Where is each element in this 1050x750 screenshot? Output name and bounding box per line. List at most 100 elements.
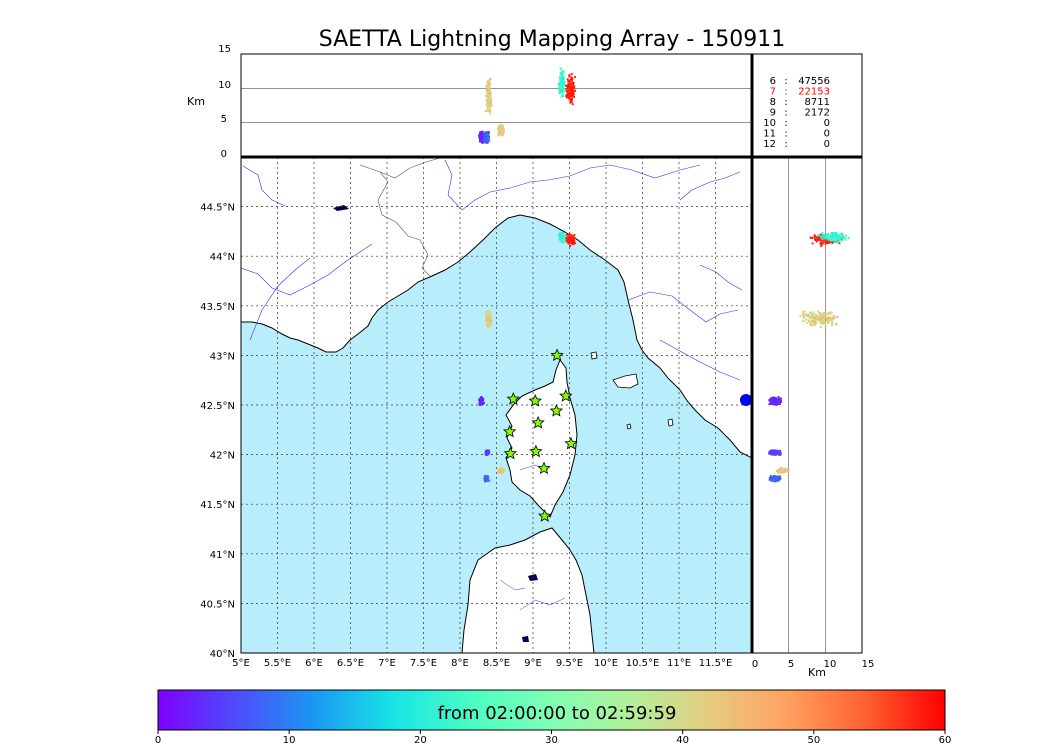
lon-tick-label: 9°E [524, 658, 542, 669]
altitude-source-point [568, 75, 571, 78]
altitude-source-point [567, 95, 570, 98]
river-durance [241, 243, 373, 296]
lon-tick-label: 11°E [667, 658, 691, 669]
map-source-point [486, 313, 489, 316]
sardinia-river-2 [499, 579, 526, 591]
altitude-source-point [498, 127, 501, 130]
side-source-point [779, 468, 782, 471]
lon-tick-label: 8°E [451, 658, 469, 669]
altitude-source-point [569, 85, 572, 88]
river-arno [627, 291, 739, 323]
altitude-source-point [571, 82, 574, 85]
side-source-point [777, 469, 780, 472]
side-source-point [820, 240, 823, 243]
side-source-point [771, 398, 774, 401]
altitude-ytick-10: 10 [218, 80, 231, 91]
side-source-point [776, 403, 779, 406]
map-source-point [488, 320, 491, 323]
map-source-point [489, 323, 492, 326]
altitude-source-point [488, 108, 491, 111]
altitude-source-point [563, 89, 566, 92]
altitude-source-point [561, 93, 564, 96]
side-source-point [779, 452, 782, 455]
side-source-point [838, 235, 841, 238]
map-source-point [561, 235, 564, 238]
side-source-point [825, 237, 828, 240]
altitude-source-point [488, 106, 491, 109]
side-source-point [775, 399, 778, 402]
side-source-point [802, 316, 805, 319]
side-source-point [777, 452, 780, 455]
map-source-point [567, 239, 570, 242]
side-source-point [825, 316, 828, 319]
altitude-source-point [566, 78, 569, 81]
altitude-source-point [561, 73, 564, 76]
side-source-point [830, 239, 833, 242]
lon-tick-label: 5.5°E [264, 658, 291, 669]
map-source-point [486, 324, 489, 327]
side-source-point [812, 315, 815, 318]
side-source-point [813, 322, 816, 325]
station-star-icon [549, 403, 564, 417]
side-source-point [779, 449, 782, 452]
side-source-point [841, 235, 844, 238]
side-source-point [807, 319, 810, 322]
side-source-point [840, 235, 843, 238]
map-source-point [479, 401, 482, 404]
map-source-point [481, 402, 484, 405]
lat-tick-label: 44°N [210, 252, 235, 263]
altitude-source-point [488, 92, 491, 95]
map-source-point [573, 234, 576, 237]
altitude-source-point [488, 105, 491, 108]
altitude-source-point [561, 78, 564, 81]
side-source-point [827, 321, 830, 324]
side-source-point [825, 236, 828, 239]
side-source-point [771, 478, 774, 481]
side-source-point [834, 232, 837, 235]
altitude-source-point [560, 83, 563, 86]
altitude-ytick-15: 15 [218, 44, 231, 55]
side-source-point [830, 318, 833, 321]
side-source-point [831, 320, 834, 323]
altitude-source-point [566, 84, 569, 87]
map-source-point [501, 467, 504, 470]
lon-tick-label: 6.5°E [337, 658, 364, 669]
side-source-point [805, 315, 808, 318]
map-source-point [488, 315, 491, 318]
side-source-point [830, 235, 833, 238]
altitude-source-point [559, 67, 562, 70]
side-source-point [831, 236, 834, 239]
altitude-source-point [484, 131, 487, 134]
station-star-icon [528, 393, 542, 407]
altitude-source-point [569, 87, 572, 90]
altitude-source-point [566, 95, 569, 98]
altitude-source-point [567, 93, 570, 96]
side-source-point [776, 479, 779, 482]
altitude-source-point [565, 90, 568, 93]
side-source-point [816, 315, 819, 318]
map-source-point [479, 397, 482, 400]
altitude-source-point [573, 85, 576, 88]
altitude-source-point [560, 95, 563, 98]
side-source-point [828, 319, 831, 322]
side-source-point [814, 239, 817, 242]
altitude-source-point [488, 80, 491, 83]
side-source-point [814, 238, 817, 241]
side-source-point [772, 401, 775, 404]
side-source-point [811, 242, 814, 245]
altitude-source-point [488, 87, 491, 90]
side-source-point [779, 477, 782, 480]
altitude-source-point [572, 86, 575, 89]
station-star-icon [550, 348, 564, 362]
map-source-point [568, 239, 571, 242]
station-star-icon [559, 389, 573, 402]
side-source-point [769, 400, 772, 403]
count-label: 11 [763, 129, 776, 140]
side-source-point [834, 235, 837, 238]
altitude-source-point [560, 70, 563, 73]
lat-tick-label: 42.5°N [200, 401, 235, 412]
side-source-point [811, 313, 814, 316]
side-source-point [807, 313, 810, 316]
